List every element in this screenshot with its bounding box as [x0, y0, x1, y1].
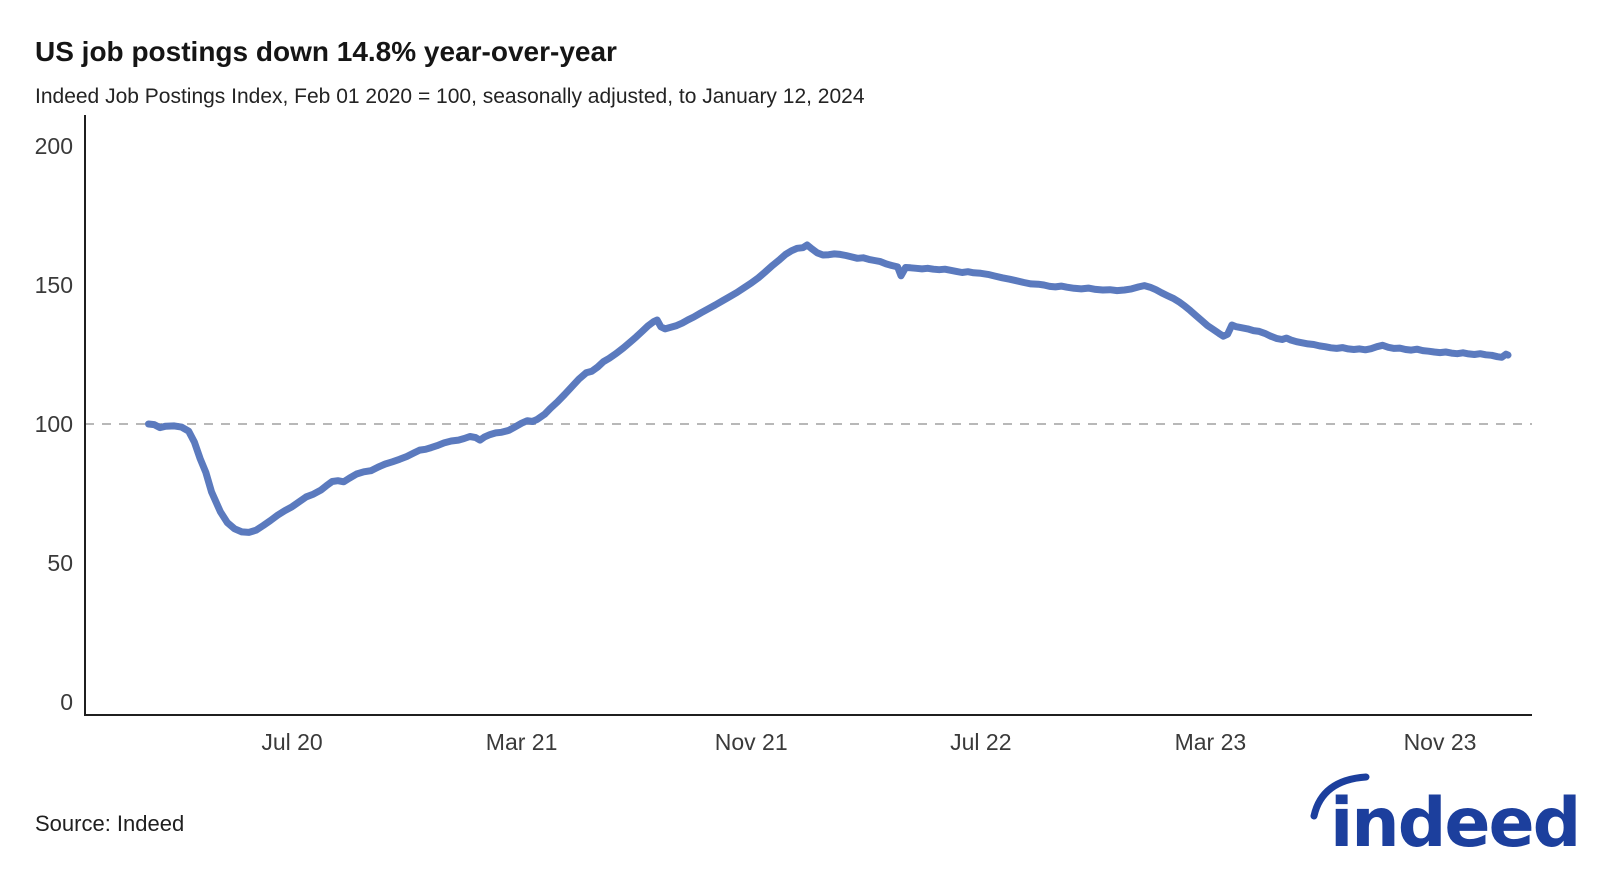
- postings-index-line: [145, 241, 1512, 536]
- y-tick-label: 50: [47, 550, 73, 576]
- y-tick-label: 100: [35, 411, 73, 437]
- y-tick-label: 0: [60, 689, 73, 715]
- logo-swoosh-icon: [1310, 773, 1370, 820]
- y-tick-label: 150: [35, 272, 73, 298]
- y-tick-label: 200: [35, 133, 73, 159]
- x-tick-label: Mar 21: [486, 729, 558, 755]
- logo-wordmark: indeed: [1330, 784, 1579, 860]
- x-tick-label: Nov 21: [715, 729, 788, 755]
- axis-lines: [84, 115, 1532, 716]
- x-tick-label: Mar 23: [1175, 729, 1247, 755]
- x-tick-label: Jul 20: [261, 729, 322, 755]
- indeed-logo: indeed: [1310, 773, 1581, 860]
- x-tick-label: Nov 23: [1404, 729, 1477, 755]
- chart-subtitle: Indeed Job Postings Index, Feb 01 2020 =…: [35, 85, 865, 108]
- page-title: US job postings down 14.8% year-over-yea…: [35, 36, 617, 67]
- source-note: Source: Indeed: [35, 811, 185, 836]
- x-tick-label: Jul 22: [950, 729, 1011, 755]
